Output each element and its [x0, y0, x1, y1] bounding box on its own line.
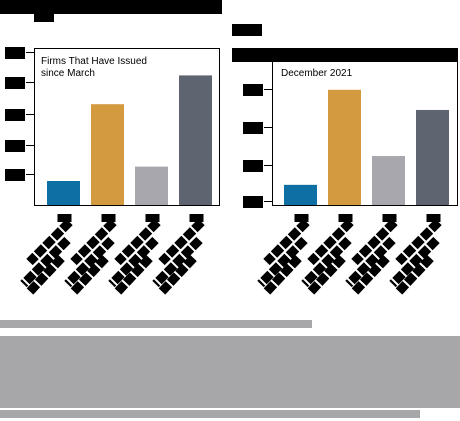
bar-0-3	[179, 75, 212, 206]
redacted-cat-line-1-0-0	[263, 218, 310, 266]
redacted-cat-head-0-2	[145, 214, 160, 222]
redacted-tick-0-1	[5, 77, 25, 89]
redacted-cat-line-0-3-0	[158, 218, 205, 266]
redacted-title-right	[232, 48, 458, 62]
bar-0-0	[47, 181, 80, 205]
redacted-cat-line-0-0-0	[26, 218, 73, 266]
redacted-cat-line-1-3-1	[389, 236, 440, 288]
redacted-cat-line-1-2-2	[351, 254, 390, 296]
tick-mark-0-4	[26, 174, 34, 175]
redacted-cat-head-1-0	[294, 214, 309, 222]
redacted-cat-line-1-1-2	[307, 254, 346, 296]
redacted-cat-head-0-3	[189, 214, 204, 222]
redacted-cat-head-0-0	[57, 214, 72, 222]
redacted-cat-line-0-1-2	[70, 254, 109, 296]
bar-1-3	[416, 109, 449, 205]
redacted-tick-0-2	[5, 109, 25, 121]
redacted-headline-left	[0, 0, 222, 14]
redacted-cat-line-1-0-1	[257, 236, 308, 288]
bar-0-1	[91, 104, 124, 205]
redacted-cat-line-0-2-2	[114, 254, 153, 296]
redacted-cat-line-0-0-2	[26, 254, 65, 296]
caption-block	[0, 336, 460, 408]
redacted-cat-line-0-3-2	[158, 254, 197, 296]
redacted-headline-left-tail	[34, 14, 54, 22]
tick-mark-1-3	[264, 201, 272, 202]
redacted-tick-1-1	[243, 122, 263, 134]
redacted-cat-line-1-0-2	[263, 254, 302, 296]
caption-line-1	[0, 320, 312, 328]
redacted-cat-head-0-1	[101, 214, 116, 222]
redacted-cat-line-0-1-0	[70, 218, 117, 266]
redacted-cat-head-1-3	[426, 214, 441, 222]
tick-mark-0-2	[26, 114, 34, 115]
redacted-cat-line-1-2-0	[351, 218, 398, 266]
bar-0-2	[135, 166, 168, 205]
tick-mark-1-1	[264, 127, 272, 128]
tick-mark-0-1	[26, 82, 34, 83]
redacted-tick-1-2	[243, 160, 263, 172]
redacted-cat-line-0-1-1	[64, 236, 115, 288]
redacted-tick-0-3	[5, 140, 25, 152]
caption-line-last	[0, 410, 420, 418]
redacted-cat-line-0-0-1	[20, 236, 71, 288]
tick-mark-1-2	[264, 165, 272, 166]
redacted-cat-line-1-2-1	[345, 236, 396, 288]
redacted-cat-line-1-1-1	[301, 236, 352, 288]
redacted-cat-line-0-3-1	[152, 236, 203, 288]
redacted-cat-line-1-3-2	[395, 254, 434, 296]
redacted-tick-0-0	[5, 47, 25, 59]
bar-1-2	[372, 156, 405, 205]
bar-1-1	[328, 89, 361, 205]
redacted-tick-1-3	[243, 196, 263, 208]
redacted-cat-line-1-3-0	[395, 218, 442, 266]
redacted-cat-head-1-2	[382, 214, 397, 222]
redacted-cat-line-1-1-0	[307, 218, 354, 266]
tick-mark-0-3	[26, 145, 34, 146]
bar-1-0	[284, 184, 317, 205]
redacted-cat-line-0-2-1	[108, 236, 159, 288]
redacted-cat-head-1-1	[338, 214, 353, 222]
redacted-tick-1-0	[243, 84, 263, 96]
redacted-tick-0-4	[5, 169, 25, 181]
chart-title-right: December 2021	[281, 68, 353, 79]
redacted-headline-right	[232, 24, 262, 36]
redacted-cat-line-0-2-0	[114, 218, 161, 266]
tick-mark-0-0	[26, 52, 34, 53]
tick-mark-1-0	[264, 89, 272, 90]
chart-title-left: Firms That Have Issued since March	[41, 56, 147, 79]
